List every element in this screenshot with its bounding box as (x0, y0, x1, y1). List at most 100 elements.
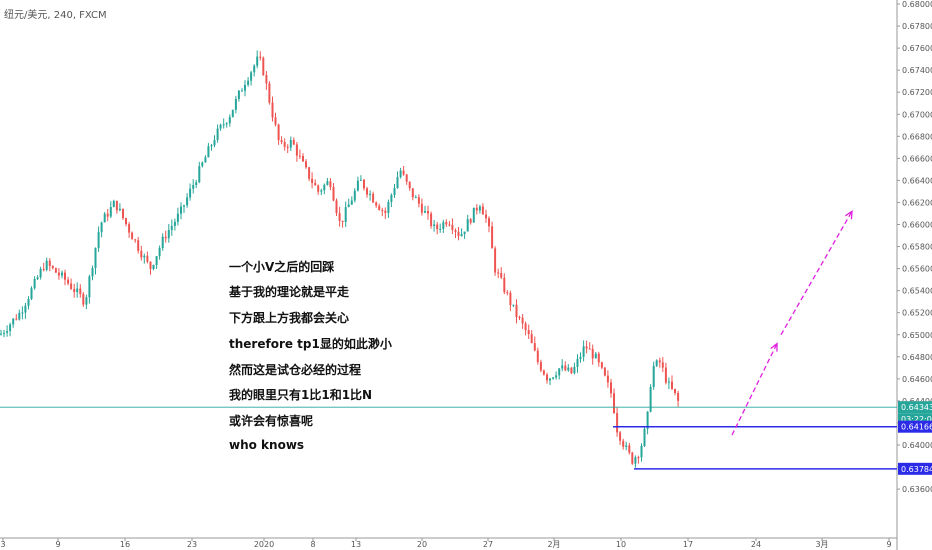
annotation-line-6: 我的眼里只有1比1和1比N (229, 388, 373, 402)
candle-body (399, 170, 402, 178)
candle-body (64, 272, 66, 280)
x-tick-label: 16 (120, 540, 130, 549)
candle-body (433, 224, 436, 226)
level-label-2: 0.63784 (901, 465, 932, 474)
candle-body (295, 144, 298, 156)
candle-body (454, 230, 457, 232)
candle-body (231, 109, 234, 118)
candle-body (207, 146, 210, 158)
candle-body (42, 269, 45, 270)
candle-body (161, 236, 164, 249)
candle-body (219, 124, 222, 129)
candle-body (533, 343, 536, 351)
candle-body (674, 388, 676, 393)
candle-body (530, 334, 533, 344)
candle-body (445, 222, 448, 225)
y-tick-label: 0.68000 (902, 0, 932, 9)
candle-body (637, 457, 640, 459)
candle-body (195, 182, 198, 185)
candle-body (241, 90, 243, 92)
candle-body (582, 346, 585, 357)
x-tick-label: 3 (0, 540, 5, 549)
candle-body (234, 99, 237, 110)
candle-body (192, 185, 195, 189)
candle-body (427, 211, 429, 214)
candle-body (283, 142, 286, 147)
candle-body (393, 188, 396, 195)
candle-body (442, 222, 445, 229)
candle-body (143, 255, 146, 258)
y-tick-label: 0.67400 (902, 66, 932, 75)
candle-body (649, 387, 652, 412)
candle-body (460, 234, 463, 236)
candle-body (591, 348, 594, 359)
candle-body (228, 117, 231, 124)
candle-body (106, 213, 109, 217)
candle-body (655, 360, 658, 366)
candle-body (308, 167, 311, 179)
candle-body (378, 205, 381, 210)
y-tick-label: 0.65200 (902, 309, 932, 318)
candle-body (146, 255, 149, 262)
candle-body (183, 205, 185, 207)
y-tick-label: 0.67600 (902, 44, 932, 53)
candle-body (265, 75, 268, 84)
candle-body (549, 378, 551, 381)
candle-body (478, 206, 481, 211)
candle-body (677, 393, 680, 401)
candle-body (622, 440, 625, 447)
candle-body (542, 370, 545, 375)
y-tick-label: 0.66400 (902, 176, 932, 185)
candle-body (518, 317, 521, 318)
y-tick-label: 0.65000 (902, 331, 932, 340)
candle-body (170, 225, 173, 230)
candle-body (176, 213, 179, 222)
candle-body (314, 182, 317, 186)
projection-arrow-1-shaft (731, 343, 778, 436)
candle-body (51, 266, 54, 268)
candle-body (259, 56, 262, 58)
candle-body (469, 219, 472, 223)
candle-body (268, 83, 271, 103)
candle-body (424, 211, 426, 213)
candle-body (253, 65, 256, 73)
candle-body (237, 90, 240, 99)
candle-body (402, 170, 405, 175)
x-tick-label: 8 (310, 540, 315, 549)
candle-body (451, 224, 454, 230)
candle-body (225, 123, 228, 125)
candle-body (405, 174, 408, 182)
candle-body (515, 304, 518, 317)
candle-body (250, 72, 253, 81)
candle-body (70, 283, 73, 289)
candle-body (356, 180, 359, 191)
level-tag-2 (898, 462, 932, 475)
candle-body (76, 288, 79, 293)
candle-body (509, 292, 512, 305)
candle-body (420, 203, 423, 213)
annotation-line-8: who knows (229, 438, 305, 452)
candle-body (585, 346, 588, 349)
candle-body (286, 146, 289, 148)
x-tick-label: 10 (616, 540, 626, 549)
candle-body (6, 331, 9, 333)
candle-body (289, 140, 292, 148)
candle-body (567, 367, 570, 371)
candle-body (82, 294, 85, 305)
candle-body (463, 231, 466, 234)
x-tick-label: 2月 (547, 540, 560, 549)
candle-body (186, 197, 189, 206)
y-tick-label: 0.65800 (902, 243, 932, 252)
last-price-label: 0.64343 (901, 403, 932, 412)
candle-body (341, 220, 344, 222)
candle-body (180, 206, 182, 214)
x-tick-label: 13 (351, 540, 361, 549)
candle-body (573, 366, 576, 374)
candle-body (244, 84, 246, 91)
x-tick-label: 9 (886, 540, 891, 549)
candle-body (332, 187, 335, 201)
candle-body (311, 178, 314, 183)
candle-body (48, 260, 51, 266)
candle-body (112, 200, 115, 208)
candle-body (610, 382, 612, 394)
